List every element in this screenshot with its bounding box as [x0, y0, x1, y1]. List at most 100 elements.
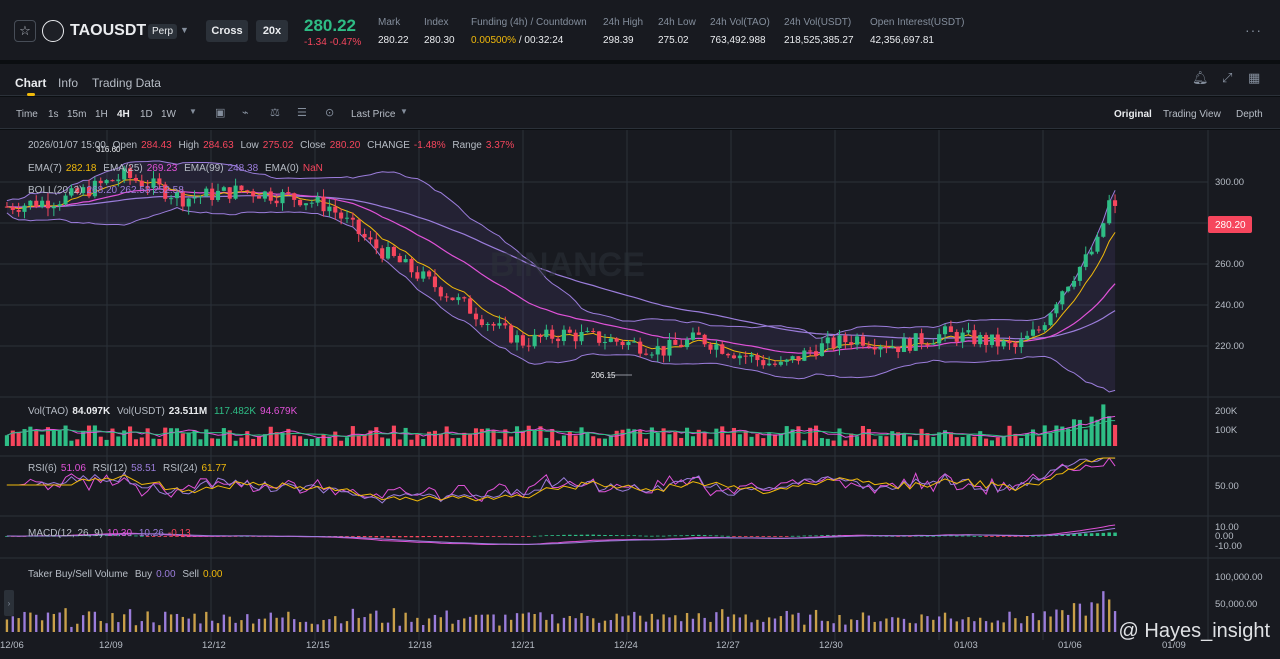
candle-body: [98, 180, 103, 184]
macd-bar: [585, 534, 590, 536]
macd-bar: [890, 535, 895, 537]
candle-body: [362, 233, 367, 238]
volume-ma2-line: [6, 420, 1116, 438]
grid-layout-icon[interactable]: ▦: [1248, 70, 1261, 85]
volume-bar: [731, 427, 737, 446]
leverage-button[interactable]: 20x: [256, 20, 288, 42]
macd-bar: [591, 534, 596, 536]
tab-chart[interactable]: Chart: [15, 76, 47, 90]
candle-body: [561, 329, 566, 342]
volume-tick: 100K: [1215, 425, 1238, 436]
candle-body: [22, 205, 27, 212]
taker-bar: [1113, 611, 1117, 632]
more-options-icon[interactable]: ···: [1245, 22, 1262, 38]
favorite-star-icon[interactable]: ☆: [14, 20, 36, 42]
macd-bar: [116, 535, 121, 537]
taker-bar: [1084, 615, 1087, 632]
macd-bar: [497, 536, 502, 537]
candle-body: [315, 196, 320, 203]
volume-bar: [591, 436, 596, 446]
macd-bar: [485, 536, 490, 537]
taker-bar: [134, 625, 138, 632]
taker-bar: [40, 620, 44, 632]
macd-bar: [409, 536, 414, 538]
candle-body: [878, 346, 883, 350]
drawing-tools-icon[interactable]: ☰: [297, 107, 307, 119]
time-tick: 12/09: [99, 640, 123, 651]
volume-bar: [544, 437, 549, 446]
volume-bar: [438, 434, 443, 446]
expand-panel-handle[interactable]: ›: [4, 590, 14, 616]
volume-bar: [268, 426, 273, 446]
tab-trading-data[interactable]: Trading Data: [92, 76, 161, 90]
chevron-down-icon[interactable]: ▼: [400, 107, 408, 116]
stat-index[interactable]: Index 280.30: [424, 17, 455, 46]
expand-icon[interactable]: ⤢: [1222, 70, 1233, 85]
tab-info[interactable]: Info: [58, 76, 79, 90]
price-chart-canvas[interactable]: BINANCE 316.60 206.15 300.00280.00260.00…: [0, 130, 1280, 659]
taker-bar: [603, 620, 607, 632]
taker-bar: [586, 615, 589, 632]
candle-body: [661, 346, 666, 356]
macd-bar: [685, 535, 689, 536]
candle-body: [526, 345, 531, 347]
interval-4h[interactable]: 4H: [117, 109, 130, 120]
alert-bell-icon[interactable]: 🔔︎: [1192, 70, 1209, 85]
volume-bar: [831, 440, 836, 446]
volume-bar: [884, 436, 889, 446]
taker-bar: [252, 623, 255, 632]
candle-body: [339, 212, 344, 219]
volume-bar: [198, 439, 203, 446]
chevron-down-icon[interactable]: ▼: [180, 25, 189, 35]
view-trading-view[interactable]: Trading View: [1163, 109, 1221, 120]
compare-icon[interactable]: ⚖: [270, 107, 280, 119]
taker-bar: [193, 613, 196, 632]
view-original[interactable]: Original: [1114, 109, 1152, 120]
taker-bar: [504, 614, 507, 632]
price-tick: 240.00: [1215, 300, 1244, 311]
candle-body: [544, 329, 549, 337]
margin-mode-button[interactable]: Cross: [206, 20, 248, 42]
volume-bar: [221, 428, 226, 446]
volume-bar: [538, 426, 543, 446]
interval-1h[interactable]: 1H: [95, 109, 108, 120]
taker-bar: [363, 617, 366, 632]
settings-icon[interactable]: ⊙: [325, 107, 335, 119]
macd-bar: [902, 535, 906, 537]
volume-bar: [819, 438, 824, 446]
interval-time[interactable]: Time: [16, 109, 38, 120]
candle-body: [667, 339, 672, 356]
candle-body: [303, 203, 309, 206]
candle-body: [1007, 340, 1012, 344]
taker-bar: [797, 612, 800, 632]
ema25-line: [6, 188, 1116, 354]
chart-area[interactable]: BINANCE 316.60 206.15 300.00280.00260.00…: [0, 130, 1280, 659]
macd-legend: MACD(12, 26, 9) 10.30 10.26 -0.13: [28, 528, 191, 539]
price-type-select[interactable]: Last Price: [351, 109, 396, 120]
interval-1w[interactable]: 1W: [161, 109, 176, 120]
candle-body: [10, 206, 15, 210]
interval-dropdown-icon[interactable]: ▼: [189, 107, 197, 116]
interval-1s[interactable]: 1s: [48, 109, 59, 120]
macd-bar: [925, 535, 930, 537]
indicator-icon[interactable]: ⌁: [242, 107, 249, 119]
view-depth[interactable]: Depth: [1236, 109, 1263, 120]
candle-body: [385, 246, 391, 259]
calendar-icon[interactable]: ▣: [215, 107, 226, 119]
interval-15m[interactable]: 15m: [67, 109, 87, 120]
taker-bar: [732, 614, 736, 632]
macd-bar: [767, 536, 771, 537]
macd-bar: [761, 536, 766, 537]
taker-bar: [779, 616, 783, 632]
volume-bar: [1071, 419, 1077, 446]
interval-1d[interactable]: 1D: [140, 109, 153, 120]
symbol-name[interactable]: TAOUSDT: [70, 22, 147, 39]
candle-body: [473, 313, 479, 320]
volume-bars: [4, 404, 1118, 446]
macd-bar: [544, 535, 549, 537]
taker-bar: [955, 621, 958, 632]
volume-bar: [450, 438, 455, 446]
volume-bar: [456, 437, 461, 446]
stat-open-interest[interactable]: Open Interest(USDT) 42,356,697.81: [870, 17, 965, 46]
candle-body: [532, 334, 537, 347]
